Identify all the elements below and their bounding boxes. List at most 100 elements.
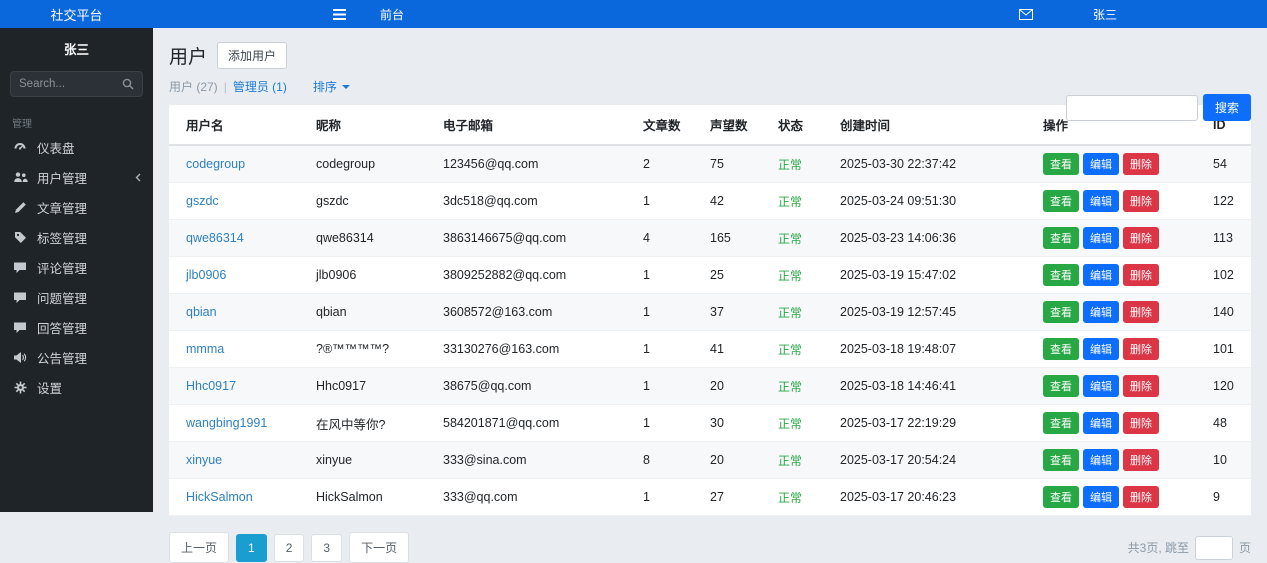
username-link[interactable]: jlb0906 bbox=[186, 268, 227, 282]
next-page-button[interactable]: 下一页 bbox=[349, 532, 410, 563]
cell-actions: 查看 编辑 删除 bbox=[1035, 441, 1205, 479]
edit-button[interactable]: 编辑 bbox=[1083, 486, 1119, 508]
delete-button[interactable]: 删除 bbox=[1123, 486, 1159, 508]
pen-icon bbox=[12, 201, 28, 214]
add-user-button[interactable]: 添加用户 bbox=[217, 42, 288, 69]
cell-status: 正常 bbox=[770, 404, 832, 442]
sidebar-search-input[interactable] bbox=[19, 78, 122, 90]
cell-username: xinyue bbox=[169, 441, 308, 479]
gear-icon bbox=[12, 381, 28, 394]
cell-status: 正常 bbox=[770, 256, 832, 294]
nav-frontend-link[interactable]: 前台 bbox=[380, 7, 405, 22]
cell-username: jlb0906 bbox=[169, 256, 308, 294]
edit-button[interactable]: 编辑 bbox=[1083, 375, 1119, 397]
gauge-icon bbox=[12, 140, 28, 154]
cell-reputation: 42 bbox=[702, 182, 770, 220]
sidebar-item-answer-management[interactable]: 回答管理 bbox=[0, 312, 153, 342]
cell-articles: 8 bbox=[635, 441, 702, 479]
cell-articles: 1 bbox=[635, 293, 702, 331]
username-link[interactable]: qbian bbox=[186, 305, 217, 319]
delete-button[interactable]: 删除 bbox=[1123, 264, 1159, 286]
page-button-3[interactable]: 3 bbox=[311, 533, 343, 562]
view-button[interactable]: 查看 bbox=[1043, 375, 1079, 397]
edit-button[interactable]: 编辑 bbox=[1083, 153, 1119, 175]
sidebar-item-dashboard[interactable]: 仪表盘 bbox=[0, 132, 153, 162]
topbar: 社交平台 前台 张三 bbox=[0, 0, 1267, 28]
sidebar-item-article-management[interactable]: 文章管理 bbox=[0, 192, 153, 222]
delete-button[interactable]: 删除 bbox=[1123, 412, 1159, 434]
user-search-input[interactable] bbox=[1065, 94, 1198, 121]
username-link[interactable]: qwe86314 bbox=[186, 231, 244, 245]
view-button[interactable]: 查看 bbox=[1043, 153, 1079, 175]
search-icon bbox=[122, 78, 134, 90]
sidebar-item-announcement-management[interactable]: 公告管理 bbox=[0, 342, 153, 372]
edit-button[interactable]: 编辑 bbox=[1083, 338, 1119, 360]
edit-button[interactable]: 编辑 bbox=[1083, 301, 1119, 323]
delete-button[interactable]: 删除 bbox=[1123, 449, 1159, 471]
cell-id: 113 bbox=[1205, 219, 1251, 257]
username-link[interactable]: wangbing1991 bbox=[186, 416, 268, 430]
sidebar-item-comment-management[interactable]: 评论管理 bbox=[0, 252, 153, 282]
sort-dropdown[interactable]: 排序 bbox=[313, 78, 350, 95]
username-link[interactable]: codegroup bbox=[186, 157, 246, 171]
edit-button[interactable]: 编辑 bbox=[1083, 190, 1119, 212]
delete-button[interactable]: 删除 bbox=[1123, 338, 1159, 360]
sidebar-search[interactable] bbox=[10, 71, 143, 97]
page-jump-input[interactable] bbox=[1194, 535, 1233, 560]
cell-email: 33130276@163.com bbox=[435, 330, 635, 368]
username-link[interactable]: Hhc0917 bbox=[186, 379, 237, 393]
cell-id: 54 bbox=[1205, 145, 1251, 183]
cell-articles: 1 bbox=[635, 330, 702, 368]
view-button[interactable]: 查看 bbox=[1043, 449, 1079, 471]
view-button[interactable]: 查看 bbox=[1043, 264, 1079, 286]
username-link[interactable]: gszdc bbox=[186, 194, 219, 208]
cell-nickname: Hhc0917 bbox=[308, 367, 435, 405]
view-button[interactable]: 查看 bbox=[1043, 301, 1079, 323]
cell-reputation: 75 bbox=[702, 145, 770, 183]
username-link[interactable]: HickSalmon bbox=[186, 490, 253, 504]
view-button[interactable]: 查看 bbox=[1043, 486, 1079, 508]
prev-page-button[interactable]: 上一页 bbox=[169, 532, 230, 563]
cell-nickname: qbian bbox=[308, 293, 435, 331]
messages-button[interactable] bbox=[1018, 8, 1033, 20]
filter-admins-count[interactable]: 管理员 (1) bbox=[232, 80, 287, 94]
cell-reputation: 37 bbox=[702, 293, 770, 331]
cell-articles: 1 bbox=[635, 478, 702, 516]
sidebar-item-tag-management[interactable]: 标签管理 bbox=[0, 222, 153, 252]
edit-button[interactable]: 编辑 bbox=[1083, 412, 1119, 434]
edit-button[interactable]: 编辑 bbox=[1083, 227, 1119, 249]
view-button[interactable]: 查看 bbox=[1043, 338, 1079, 360]
edit-button[interactable]: 编辑 bbox=[1083, 264, 1119, 286]
table-row: mmma ?®™™™™? 33130276@163.com 1 41 正常 2025-03-… bbox=[169, 330, 1251, 368]
delete-button[interactable]: 删除 bbox=[1123, 153, 1159, 175]
view-button[interactable]: 查看 bbox=[1043, 190, 1079, 212]
sidebar-toggle-button[interactable] bbox=[333, 8, 346, 20]
cell-email: 3dc518@qq.com bbox=[435, 182, 635, 220]
page-button-1[interactable]: 1 bbox=[236, 533, 267, 562]
envelope-icon bbox=[1018, 8, 1033, 20]
sidebar: 张三 管理 仪表盘 用户管理 文章管理 标签管理 bbox=[0, 28, 153, 512]
cell-id: 122 bbox=[1205, 182, 1251, 220]
delete-button[interactable]: 删除 bbox=[1123, 227, 1159, 249]
sidebar-item-question-management[interactable]: 问题管理 bbox=[0, 282, 153, 312]
delete-button[interactable]: 删除 bbox=[1123, 190, 1159, 212]
topbar-user-menu[interactable]: 张三 bbox=[1092, 7, 1117, 22]
cell-nickname: jlb0906 bbox=[308, 256, 435, 294]
sidebar-item-settings[interactable]: 设置 bbox=[0, 372, 153, 402]
view-button[interactable]: 查看 bbox=[1043, 227, 1079, 249]
search-button[interactable]: 搜索 bbox=[1202, 94, 1251, 121]
col-created: 创建时间 bbox=[832, 105, 1035, 146]
delete-button[interactable]: 删除 bbox=[1123, 301, 1159, 323]
view-button[interactable]: 查看 bbox=[1043, 412, 1079, 434]
page-button-2[interactable]: 2 bbox=[273, 533, 305, 562]
sidebar-item-label: 仪表盘 bbox=[37, 141, 75, 156]
cell-status: 正常 bbox=[770, 330, 832, 368]
cell-actions: 查看 编辑 删除 bbox=[1035, 256, 1205, 294]
username-link[interactable]: mmma bbox=[186, 342, 225, 356]
edit-button[interactable]: 编辑 bbox=[1083, 449, 1119, 471]
username-link[interactable]: xinyue bbox=[186, 453, 223, 467]
sidebar-item-user-management[interactable]: 用户管理 bbox=[0, 162, 153, 192]
filter-users-count[interactable]: 用户 (27) bbox=[169, 80, 218, 94]
delete-button[interactable]: 删除 bbox=[1123, 375, 1159, 397]
table-row: qbian qbian 3608572@163.com 1 37 正常 2025-03-19… bbox=[169, 293, 1251, 331]
